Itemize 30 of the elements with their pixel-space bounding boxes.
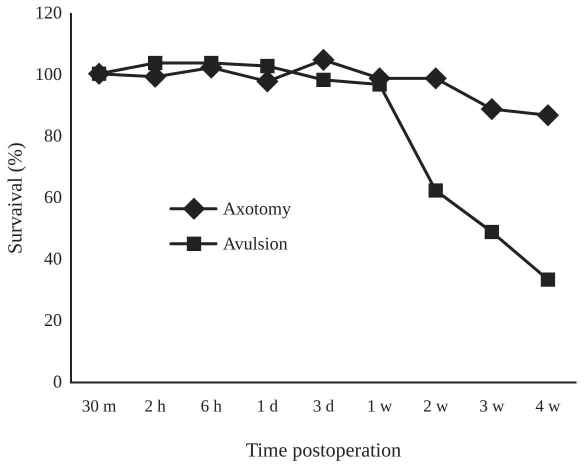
y-tick-label: 60 [44,186,62,207]
legend-label: Axotomy [223,198,292,219]
x-tick-label: 3 w [479,396,506,416]
point [148,56,162,70]
y-tick-label: 0 [53,371,62,392]
point [428,183,443,198]
y-tick-label: 80 [44,125,62,146]
point [260,58,275,74]
point [540,272,556,287]
x-tick-label: 6 h [200,396,222,416]
point [537,104,558,126]
legend-label: Avulsion [223,234,288,254]
x-tick-label: 1 w [367,396,393,416]
point [316,72,331,88]
point [425,68,446,89]
x-tick-label: 1 d [256,396,279,416]
y-axis-title: Survaival (%) [4,142,26,254]
point [484,224,499,240]
x-tick-label: 2 h [144,396,166,416]
x-axis-title: Time postoperation [246,439,402,462]
y-tick-label: 20 [44,310,62,330]
y-tick-label: 120 [35,2,62,23]
x-tick-label: 2 w [423,396,449,416]
y-tick-label: 40 [44,248,62,268]
x-tick-label: 3 d [312,396,335,416]
point [313,49,334,70]
x-tick-label: 4 w [535,396,562,416]
y-tick-label: 100 [35,64,62,84]
x-tick-label: 30 m [82,396,116,416]
point [481,98,502,120]
